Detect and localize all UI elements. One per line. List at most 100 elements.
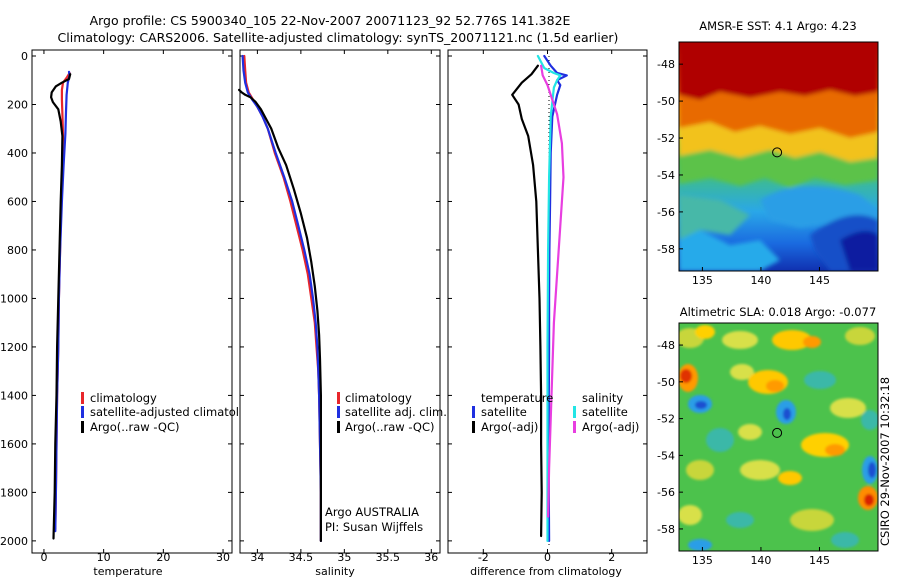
legend-label-salinity-argo: Argo(-adj)	[582, 420, 639, 434]
legend-title-temperature: temperature	[481, 391, 553, 405]
legend-label-argo: Argo(..raw -QC)	[345, 420, 435, 434]
argo-location-marker	[772, 147, 783, 158]
map-y-tick-label: -50	[657, 95, 675, 108]
legend-swatch-climatology	[81, 392, 84, 404]
series-line-argo	[49, 73, 72, 540]
map-x-tick-label: 145	[809, 274, 830, 287]
figure-title-line1: Argo profile: CS 5900340_105 22-Nov-2007…	[90, 13, 571, 28]
legend-swatch-argo	[337, 421, 340, 433]
map-x-tick-label: 135	[692, 554, 713, 567]
map-y-tick-label: -54	[657, 169, 675, 182]
sla-map: Altimetric SLA: 0.018 Argo: -0.077	[657, 305, 879, 567]
map-x-tick-label: 140	[750, 554, 771, 567]
series-line-salinity_argo	[539, 64, 565, 518]
series-line-argo	[238, 88, 322, 543]
sst-map-ticks: 135 140 145 -48 -50 -52 -54 -56 -58	[657, 58, 830, 287]
x-tick-label: 2	[608, 551, 615, 564]
y-tick-label: 0	[21, 50, 28, 63]
map-y-tick-label: -48	[657, 58, 675, 71]
platform-annotation-line2: PI: Susan Wijffels	[325, 520, 423, 534]
salinity-ticks: 34 34.5 35 35.5 36	[240, 50, 440, 564]
y-tick-label: 800	[7, 244, 28, 257]
sst-map-frame	[678, 41, 879, 272]
x-tick-label: -2	[478, 551, 489, 564]
legend-swatch-argo	[81, 421, 84, 433]
sla-map-frame	[678, 322, 879, 552]
map-x-tick-label: 135	[692, 274, 713, 287]
legend-label-temperature-satellite: satellite	[481, 405, 527, 419]
difference-ticks: -2 0 2	[448, 50, 647, 564]
map-y-tick-label: -48	[657, 339, 675, 352]
legend-label-climatology: climatology	[345, 391, 412, 405]
y-tick-label: 600	[7, 195, 28, 208]
legend-label-argo: Argo(..raw -QC)	[90, 420, 180, 434]
x-tick-label: 35	[337, 551, 351, 564]
sla-field	[679, 323, 878, 551]
y-tick-label: 200	[7, 98, 28, 111]
map-x-tick-label: 145	[809, 554, 830, 567]
y-tick-label: 1800	[0, 486, 28, 499]
x-tick-label: 34	[250, 551, 264, 564]
x-tick-label: 10	[97, 551, 111, 564]
legend-label-satellite: satellite-adjusted climatology	[90, 405, 260, 419]
x-tick-label: 0	[544, 551, 551, 564]
map-y-tick-label: -56	[657, 486, 675, 499]
difference-panel: -2 0 2 difference from climatology tempera…	[447, 49, 648, 578]
sst-map-title: AMSR-E SST: 4.1 Argo: 4.23	[699, 19, 856, 33]
legend-swatch-satellite	[337, 406, 340, 418]
platform-annotation-line1: Argo AUSTRALIA	[325, 505, 419, 519]
y-tick-label: 1400	[0, 389, 28, 402]
legend-label-climatology: climatology	[90, 391, 157, 405]
salinity-legend: climatology satellite adj. clim. Argo(..…	[337, 391, 447, 434]
series-line-temperature_argo	[511, 64, 543, 538]
temperature-lines	[49, 70, 72, 540]
legend-swatch-satellite	[81, 406, 84, 418]
salinity-panel: 34 34.5 35 35.5 36 salinity climatology sate…	[238, 49, 447, 578]
legend-swatch-salinity-satellite	[573, 406, 576, 418]
y-tick-label: 1000	[0, 292, 28, 305]
legend-swatch-temperature-satellite	[472, 406, 475, 418]
map-y-tick-label: -54	[657, 449, 675, 462]
y-tick-label: 1200	[0, 341, 28, 354]
map-y-tick-label: -52	[657, 413, 675, 426]
y-tick-label: 2000	[0, 535, 28, 548]
legend-swatch-salinity-argo	[573, 421, 576, 433]
map-y-tick-label: -52	[657, 132, 675, 145]
temperature-ticks: 0 10 20 30 0 200 400 600 800 1000 1200 1400 1600 1800…	[0, 50, 232, 564]
salinity-xlabel: salinity	[315, 565, 355, 578]
x-tick-label: 0	[40, 551, 47, 564]
legend-swatch-climatology	[337, 392, 340, 404]
difference-xlabel: difference from climatology	[470, 565, 622, 578]
sst-field	[679, 42, 878, 271]
x-tick-label: 36	[424, 551, 438, 564]
y-tick-label: 400	[7, 147, 28, 160]
legend-label-salinity-satellite: satellite	[582, 405, 628, 419]
x-tick-label: 35.5	[376, 551, 401, 564]
map-x-tick-label: 140	[750, 274, 771, 287]
map-y-tick-label: -58	[657, 243, 675, 256]
map-y-tick-label: -50	[657, 376, 675, 389]
x-tick-label: 34.5	[289, 551, 314, 564]
legend-label-satellite: satellite adj. clim.	[345, 405, 447, 419]
credit-timestamp: CSIRO 29-Nov-2007 10:32:18	[878, 377, 892, 546]
map-y-tick-label: -56	[657, 206, 675, 219]
difference-legend: temperature satellite Argo(-adj) salinit…	[472, 391, 639, 434]
x-tick-label: 30	[216, 551, 230, 564]
salinity-lines	[238, 54, 322, 543]
argo-location-marker	[772, 427, 783, 438]
difference-lines	[511, 54, 568, 543]
figure-title-line2: Climatology: CARS2006. Satellite-adjuste…	[58, 30, 619, 45]
sst-map: AMSR-E SST: 4.1 Argo: 4.23 135 140 145 -48 -…	[657, 19, 879, 287]
temperature-legend: climatology satellite-adjusted climatolo…	[81, 391, 260, 434]
x-tick-label: 20	[156, 551, 170, 564]
legend-title-salinity: salinity	[582, 391, 623, 405]
legend-label-temperature-argo: Argo(-adj)	[481, 420, 538, 434]
temperature-panel: 0 10 20 30 0 200 400 600 800 1000 1200 1400 1600 1800…	[0, 49, 260, 578]
temperature-xlabel: temperature	[93, 565, 162, 578]
legend-swatch-temperature-argo	[472, 421, 475, 433]
sla-map-title: Altimetric SLA: 0.018 Argo: -0.077	[680, 305, 877, 319]
y-tick-label: 1600	[0, 438, 28, 451]
sla-map-ticks: 135 140 145 -48 -50 -52 -54 -56 -58	[657, 339, 830, 567]
map-y-tick-label: -58	[657, 523, 675, 536]
